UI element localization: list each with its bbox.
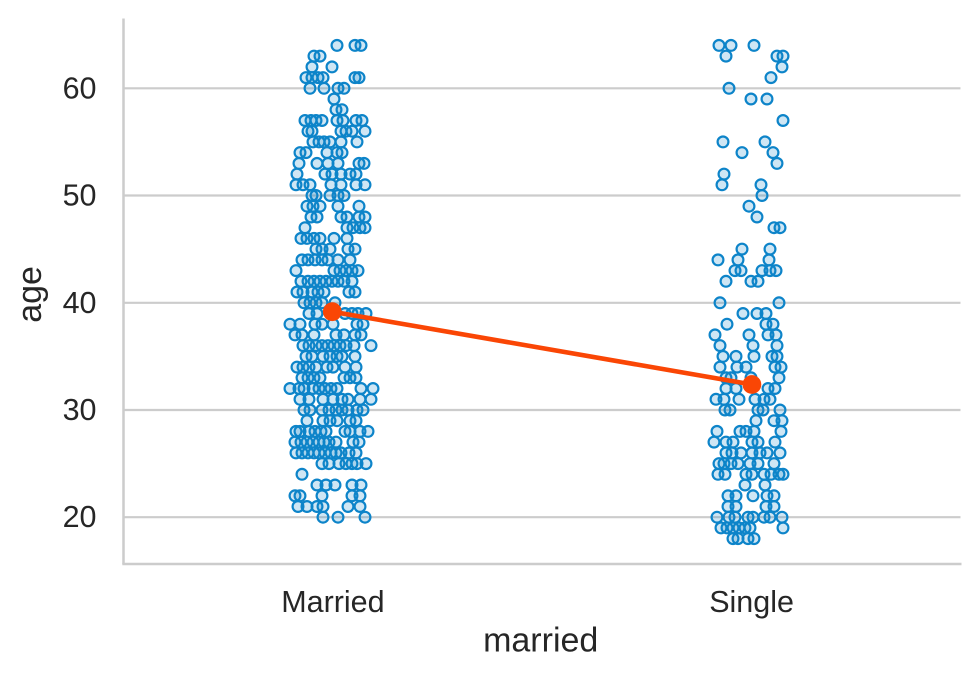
svg-text:60: 60 [63,71,97,105]
svg-text:40: 40 [63,286,97,320]
svg-text:20: 20 [63,500,97,534]
svg-text:Single: Single [709,585,794,619]
svg-text:50: 50 [63,179,97,213]
svg-text:age: age [11,266,49,323]
svg-text:married: married [483,622,598,660]
svg-text:30: 30 [63,393,97,427]
svg-text:Married: Married [281,585,384,619]
